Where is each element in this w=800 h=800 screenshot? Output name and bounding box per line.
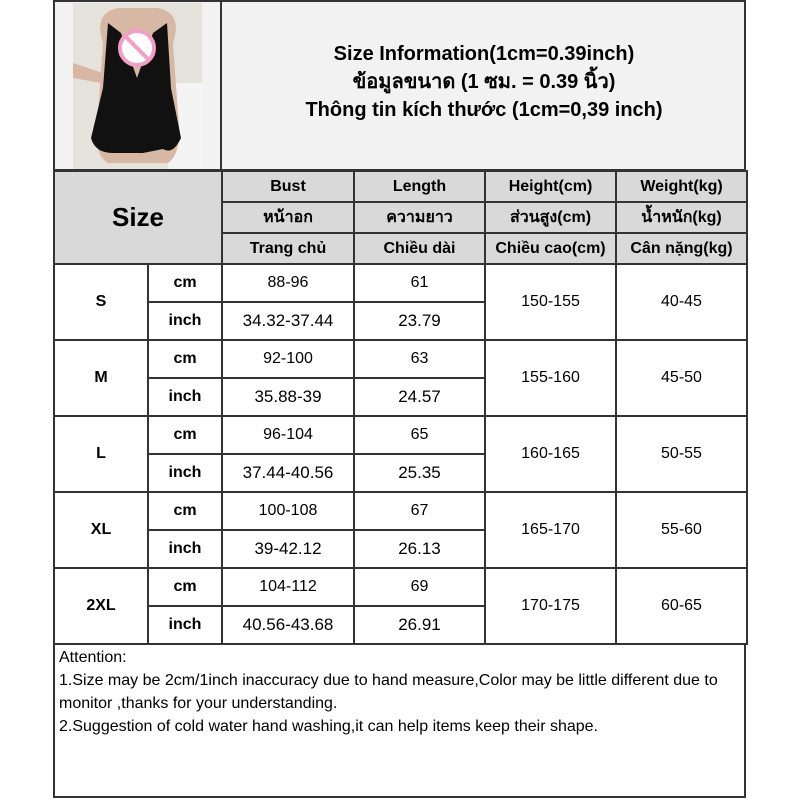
table-row-cm: S cm 88-96 61 150-155 40-45 [53,263,748,341]
weight-cell: 45-50 [615,339,748,417]
unit-inch: inch [147,301,223,341]
table-row-cm: L cm 96-104 65 160-165 50-55 [53,415,748,493]
attention-line-2: 2.Suggestion of cold water hand washing,… [59,718,598,735]
bust-cm: 96-104 [221,415,355,455]
attention-notes: Attention: 1.Size may be 2cm/1inch inacc… [53,643,746,798]
col-length-th: ความยาว [353,201,486,234]
weight-cell: 50-55 [615,415,748,493]
unit-cm: cm [147,491,223,531]
unit-inch: inch [147,529,223,569]
height-cell: 155-160 [484,339,617,417]
unit-cm: cm [147,567,223,607]
col-weight-th: น้ำหนัก(kg) [615,201,748,234]
height-cell: 160-165 [484,415,617,493]
size-info-titles: Size Information(1cm=0.39inch) ข้อมูลขนา… [222,40,746,124]
length-inch: 26.91 [353,605,486,645]
height-cell: 150-155 [484,263,617,341]
attention-line-1: 1.Size may be 2cm/1inch inaccuracy due t… [59,672,718,712]
image-cell [53,0,222,171]
title-vi: Thông tin kích thước (1cm=0,39 inch) [305,99,663,121]
attention-title: Attention: [59,649,127,666]
table-row-inch: inch 35.88-39 24.57 [54,377,747,417]
length-cm: 67 [353,491,486,531]
col-height-en: Height(cm) [484,170,617,203]
weight-cell: 40-45 [615,263,748,341]
size-cell: M [53,339,149,417]
title-en: Size Information(1cm=0.39inch) [333,43,635,65]
size-header: Size [53,170,223,265]
weight-cell: 55-60 [615,491,748,569]
table-row-inch: inch 40.56-43.68 26.91 [54,605,747,645]
table-row-inch: inch 37.44-40.56 25.35 [54,453,747,493]
table-row-inch: inch 34.32-37.44 23.79 [54,301,747,341]
product-photo [73,3,202,169]
bust-cm: 92-100 [221,339,355,379]
size-cell: L [53,415,149,493]
size-cell: 2XL [53,567,149,645]
bust-inch: 37.44-40.56 [221,453,355,493]
table-row-cm: XL cm 100-108 67 165-170 55-60 [53,491,748,569]
length-inch: 24.57 [353,377,486,417]
col-bust-vi: Trang chủ [221,232,355,265]
table-row-cm: M cm 92-100 63 155-160 45-50 [53,339,748,417]
col-height-th: ส่วนสูง(cm) [484,201,617,234]
bust-inch: 39-42.12 [221,529,355,569]
unit-inch: inch [147,453,223,493]
col-length-en: Length [353,170,486,203]
length-cm: 63 [353,339,486,379]
length-cm: 61 [353,263,486,303]
col-height-vi: Chiều cao(cm) [484,232,617,265]
bust-cm: 88-96 [221,263,355,303]
table-row-inch: inch 39-42.12 26.13 [54,529,747,569]
length-inch: 26.13 [353,529,486,569]
bust-cm: 104-112 [221,567,355,607]
unit-cm: cm [147,339,223,379]
col-weight-vi: Cân nặng(kg) [615,232,748,265]
length-inch: 23.79 [353,301,486,341]
length-inch: 25.35 [353,453,486,493]
unit-inch: inch [147,605,223,645]
bust-inch: 40.56-43.68 [221,605,355,645]
col-bust-th: หน้าอก [221,201,355,234]
unit-cm: cm [147,263,223,303]
col-weight-en: Weight(kg) [615,170,748,203]
weight-cell: 60-65 [615,567,748,645]
bust-inch: 35.88-39 [221,377,355,417]
title-th: ข้อมูลขนาด (1 ซม. = 0.39 นิ้ว) [352,71,616,93]
unit-inch: inch [147,377,223,417]
height-cell: 165-170 [484,491,617,569]
bust-inch: 34.32-37.44 [221,301,355,341]
bust-cm: 100-108 [221,491,355,531]
size-cell: S [53,263,149,341]
size-cell: XL [53,491,149,569]
table-row-cm: 2XL cm 104-112 69 170-175 60-65 [53,567,748,645]
length-cm: 69 [353,567,486,607]
col-length-vi: Chiều dài [353,232,486,265]
height-cell: 170-175 [484,567,617,645]
unit-cm: cm [147,415,223,455]
length-cm: 65 [353,415,486,455]
col-bust-en: Bust [221,170,355,203]
size-table: Size Bust Length Height(cm) Weight(kg) ห… [53,170,748,645]
